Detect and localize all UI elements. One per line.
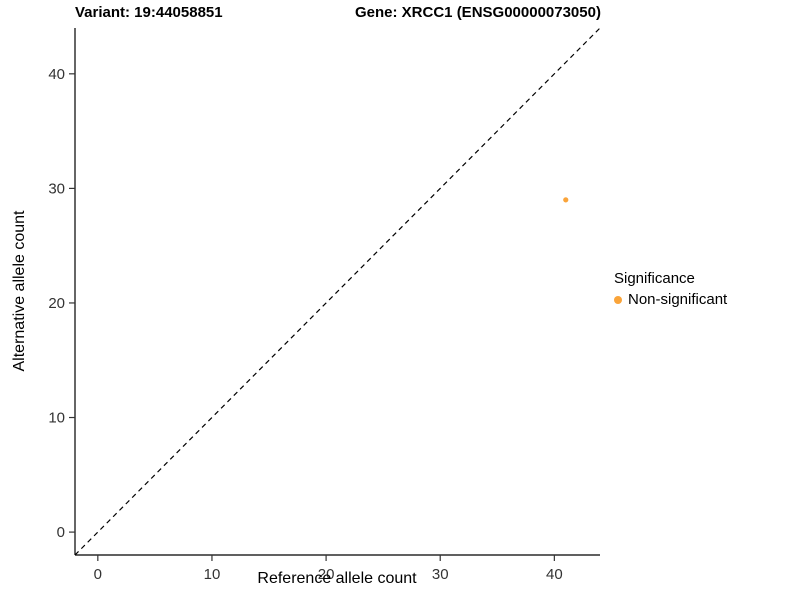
- plot-title-gene: Gene: XRCC1 (ENSG00000073050): [355, 4, 601, 21]
- x-tick-label: 10: [204, 566, 221, 583]
- x-tick-label: 0: [94, 566, 102, 583]
- y-tick-label: 0: [57, 524, 65, 541]
- plot-title-variant: Variant: 19:44058851: [75, 4, 223, 21]
- legend-point-icon: [614, 295, 622, 304]
- x-tick-label: 20: [318, 566, 335, 583]
- y-tick-label: 10: [48, 410, 65, 427]
- identity-line: [74, 27, 601, 556]
- y-tick-label: 20: [48, 295, 65, 312]
- x-tick-label: 40: [546, 566, 563, 583]
- x-tick-label: 30: [432, 566, 449, 583]
- y-tick-label: 30: [48, 180, 65, 197]
- y-tick-label: 40: [48, 66, 65, 83]
- legend: Significance Non-significant: [614, 270, 727, 308]
- data-point: [563, 197, 569, 203]
- x-axis-label: Reference allele count: [257, 570, 417, 587]
- legend-title: Significance: [614, 270, 695, 287]
- legend-entry-label: Non-significant: [628, 291, 728, 308]
- legend-entry-non-significant: Non-significant: [614, 291, 727, 308]
